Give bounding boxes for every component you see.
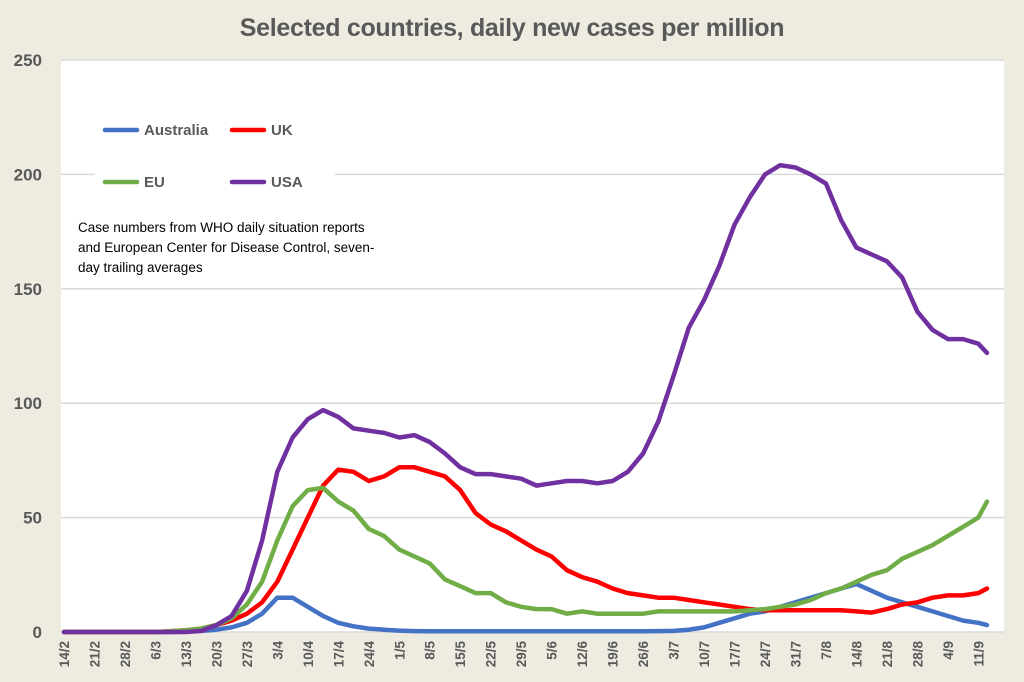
x-tick-label: 24/4 <box>362 641 377 668</box>
x-tick-label: 11/9 <box>971 641 986 667</box>
legend: Australia UK EU USA <box>95 112 335 198</box>
x-tick-label: 12/6 <box>575 641 590 668</box>
x-tick-label: 1/5 <box>392 641 407 660</box>
x-tick-label: 5/6 <box>545 641 560 660</box>
x-tick-label: 26/6 <box>636 641 651 668</box>
x-tick-label: 17/7 <box>728 641 743 667</box>
y-tick-label: 50 <box>23 509 42 528</box>
x-axis-ticks: 14/2 21/2 28/2 6/3 13/3 20/3 27/3 3/4 10/4 17/4 24… <box>57 641 986 668</box>
x-tick-label: 21/2 <box>87 641 102 667</box>
x-tick-label: 10/7 <box>697 641 712 667</box>
y-tick-label: 150 <box>14 280 42 299</box>
x-tick-label: 20/3 <box>209 641 224 668</box>
y-tick-label: 250 <box>14 51 42 70</box>
x-tick-label: 15/5 <box>453 641 468 668</box>
y-tick-label: 100 <box>14 394 42 413</box>
legend-label-australia: Australia <box>144 122 209 139</box>
series-lines <box>61 162 990 635</box>
x-tick-label: 8/5 <box>423 641 438 660</box>
x-tick-label: 29/5 <box>514 641 529 668</box>
x-tick-label: 3/7 <box>667 641 682 660</box>
x-tick-label: 28/2 <box>118 641 133 667</box>
y-axis-ticks: 0 50 100 150 200 250 <box>14 51 42 642</box>
x-tick-label: 17/4 <box>331 641 346 668</box>
x-tick-label: 7/8 <box>819 641 834 660</box>
x-tick-label: 13/3 <box>179 641 194 668</box>
source-annotation: Case numbers from WHO daily situation re… <box>74 218 382 278</box>
x-tick-label: 27/3 <box>240 641 255 668</box>
x-tick-label: 4/9 <box>941 641 956 660</box>
x-tick-label: 10/4 <box>301 641 316 668</box>
x-tick-label: 28/8 <box>910 641 925 668</box>
x-tick-label: 19/6 <box>606 641 621 668</box>
series-line-usa <box>61 162 990 635</box>
legend-label-usa: USA <box>271 174 303 191</box>
x-tick-label: 24/7 <box>758 641 773 667</box>
x-tick-label: 21/8 <box>880 641 895 668</box>
legend-label-uk: UK <box>271 122 293 139</box>
y-tick-label: 0 <box>33 623 42 642</box>
y-tick-label: 200 <box>14 165 42 184</box>
x-tick-label: 6/3 <box>148 641 163 660</box>
x-tick-label: 31/7 <box>788 641 803 667</box>
x-tick-label: 22/5 <box>484 641 499 668</box>
x-tick-label: 14/2 <box>57 641 72 667</box>
chart-title: Selected countries, daily new cases per … <box>239 14 785 42</box>
x-tick-label: 3/4 <box>270 641 285 660</box>
x-tick-label: 14/8 <box>849 641 864 668</box>
legend-label-eu: EU <box>144 174 165 191</box>
